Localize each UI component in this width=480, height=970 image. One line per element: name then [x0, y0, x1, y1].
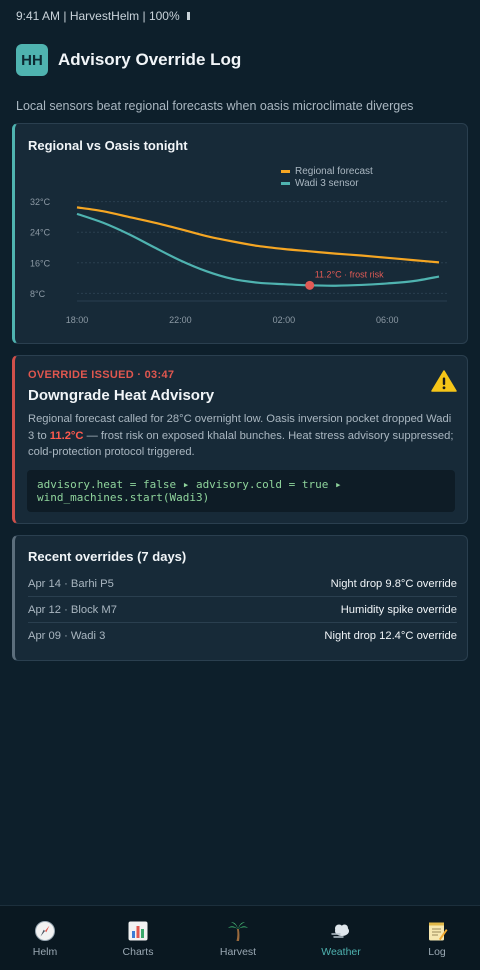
nav-label: Log — [428, 946, 446, 958]
list-item[interactable]: Apr 09 · Wadi 3 Night drop 12.4°C overri… — [28, 623, 457, 649]
bottom-nav: Helm Charts Harvest Weather — [0, 905, 480, 970]
forecast-chart-card: 32°C 24°C 16°C 8°C 18:00 22:00 02:00 06:00 Regio… — [12, 123, 468, 344]
frost-risk-label: 11.2°C · frost risk — [315, 269, 384, 279]
y-tick-label: 16°C — [30, 258, 51, 268]
recent-overrides-card: Recent overrides (7 days) Apr 14 · Barhi… — [12, 535, 468, 661]
nav-item-helm[interactable]: Helm — [10, 906, 80, 970]
series-line-regional — [76, 206, 440, 264]
nav-item-charts[interactable]: Charts — [103, 906, 173, 970]
y-tick-label: 8°C — [30, 289, 46, 299]
override-description: Humidity spike override — [340, 603, 457, 616]
status-bar-text: 9:41 AM | HarvestHelm | 100% — [16, 9, 180, 23]
warning-icon — [431, 370, 457, 392]
list-item[interactable]: Apr 14 · Barhi P5 Night drop 9.8°C overr… — [28, 571, 457, 597]
x-tick-label: 22:00 — [169, 315, 192, 325]
y-tick-label: 32°C — [30, 197, 51, 207]
legend-swatch — [281, 182, 290, 185]
override-date-location: Apr 12 · Block M7 — [28, 603, 117, 616]
nav-item-log[interactable]: Log — [402, 906, 472, 970]
x-tick-label: 18:00 — [66, 315, 89, 325]
chart-card-title: Regional vs Oasis tonight — [28, 138, 188, 153]
nav-label: Charts — [122, 946, 154, 958]
page-title: Advisory Override Log — [58, 50, 242, 69]
override-description: Night drop 12.4°C override — [324, 630, 457, 642]
legend-label: Wadi 3 sensor — [295, 178, 359, 189]
override-alert-card: OVERRIDE ISSUED · 03:47 Downgrade Heat A… — [12, 355, 468, 524]
x-tick-label: 02:00 — [273, 315, 296, 325]
legend-swatch — [281, 170, 290, 173]
recent-card-title: Recent overrides (7 days) — [28, 549, 187, 564]
bar-chart-icon — [128, 921, 148, 941]
code-line: wind_machines.start(Wadi3) — [37, 491, 210, 504]
app-header: HH Advisory Override Log — [16, 44, 241, 76]
override-tag: OVERRIDE ISSUED · 03:47 — [28, 369, 175, 381]
app-logo: HH — [16, 44, 48, 76]
alert-highlight-temp: 11.2°C — [49, 429, 84, 442]
frost-risk-marker — [305, 280, 315, 290]
legend-label: Regional forecast — [295, 166, 373, 177]
y-tick-label: 24°C — [30, 228, 51, 238]
override-description: Night drop 9.8°C override — [330, 577, 457, 590]
status-bar: 9:41 AM | HarvestHelm | 100% — [16, 9, 190, 23]
alert-body: Regional forecast called for 28°C overni… — [28, 411, 456, 461]
nav-label: Weather — [321, 946, 361, 958]
nav-item-harvest[interactable]: Harvest — [203, 906, 273, 970]
nav-label: Harvest — [219, 946, 257, 958]
alert-title: Downgrade Heat Advisory — [28, 387, 215, 404]
battery-icon — [186, 12, 190, 20]
code-block: advisory.heat = false ▸ advisory.cold = … — [27, 470, 455, 512]
x-tick-label: 06:00 — [376, 315, 399, 325]
alert-body-text-end: — frost risk on exposed khalal bunches. … — [28, 429, 454, 459]
temperature-chart: 32°C 24°C 16°C 8°C 18:00 22:00 02:00 06:00 Regio… — [30, 166, 447, 325]
wind-cloud-icon — [331, 924, 349, 938]
notepad-icon — [429, 922, 448, 941]
alert-body-text: Regional forecast called for 28°C overni… — [28, 413, 452, 442]
page-subtitle: Local sensors beat regional forecasts wh… — [16, 99, 414, 113]
nav-label: Helm — [32, 946, 58, 958]
compass-icon — [35, 921, 55, 941]
series-line-wadi3 — [76, 212, 440, 287]
recent-overrides-list: Apr 14 · Barhi P5 Night drop 9.8°C overr… — [28, 571, 457, 649]
override-date-location: Apr 14 · Barhi P5 — [28, 577, 114, 590]
list-item[interactable]: Apr 12 · Block M7 Humidity spike overrid… — [28, 597, 457, 623]
override-date-location: Apr 09 · Wadi 3 — [28, 630, 106, 642]
palm-tree-icon — [228, 922, 248, 941]
code-line: advisory.heat = false ▸ advisory.cold = … — [37, 478, 342, 491]
nav-item-weather[interactable]: Weather — [306, 906, 376, 970]
